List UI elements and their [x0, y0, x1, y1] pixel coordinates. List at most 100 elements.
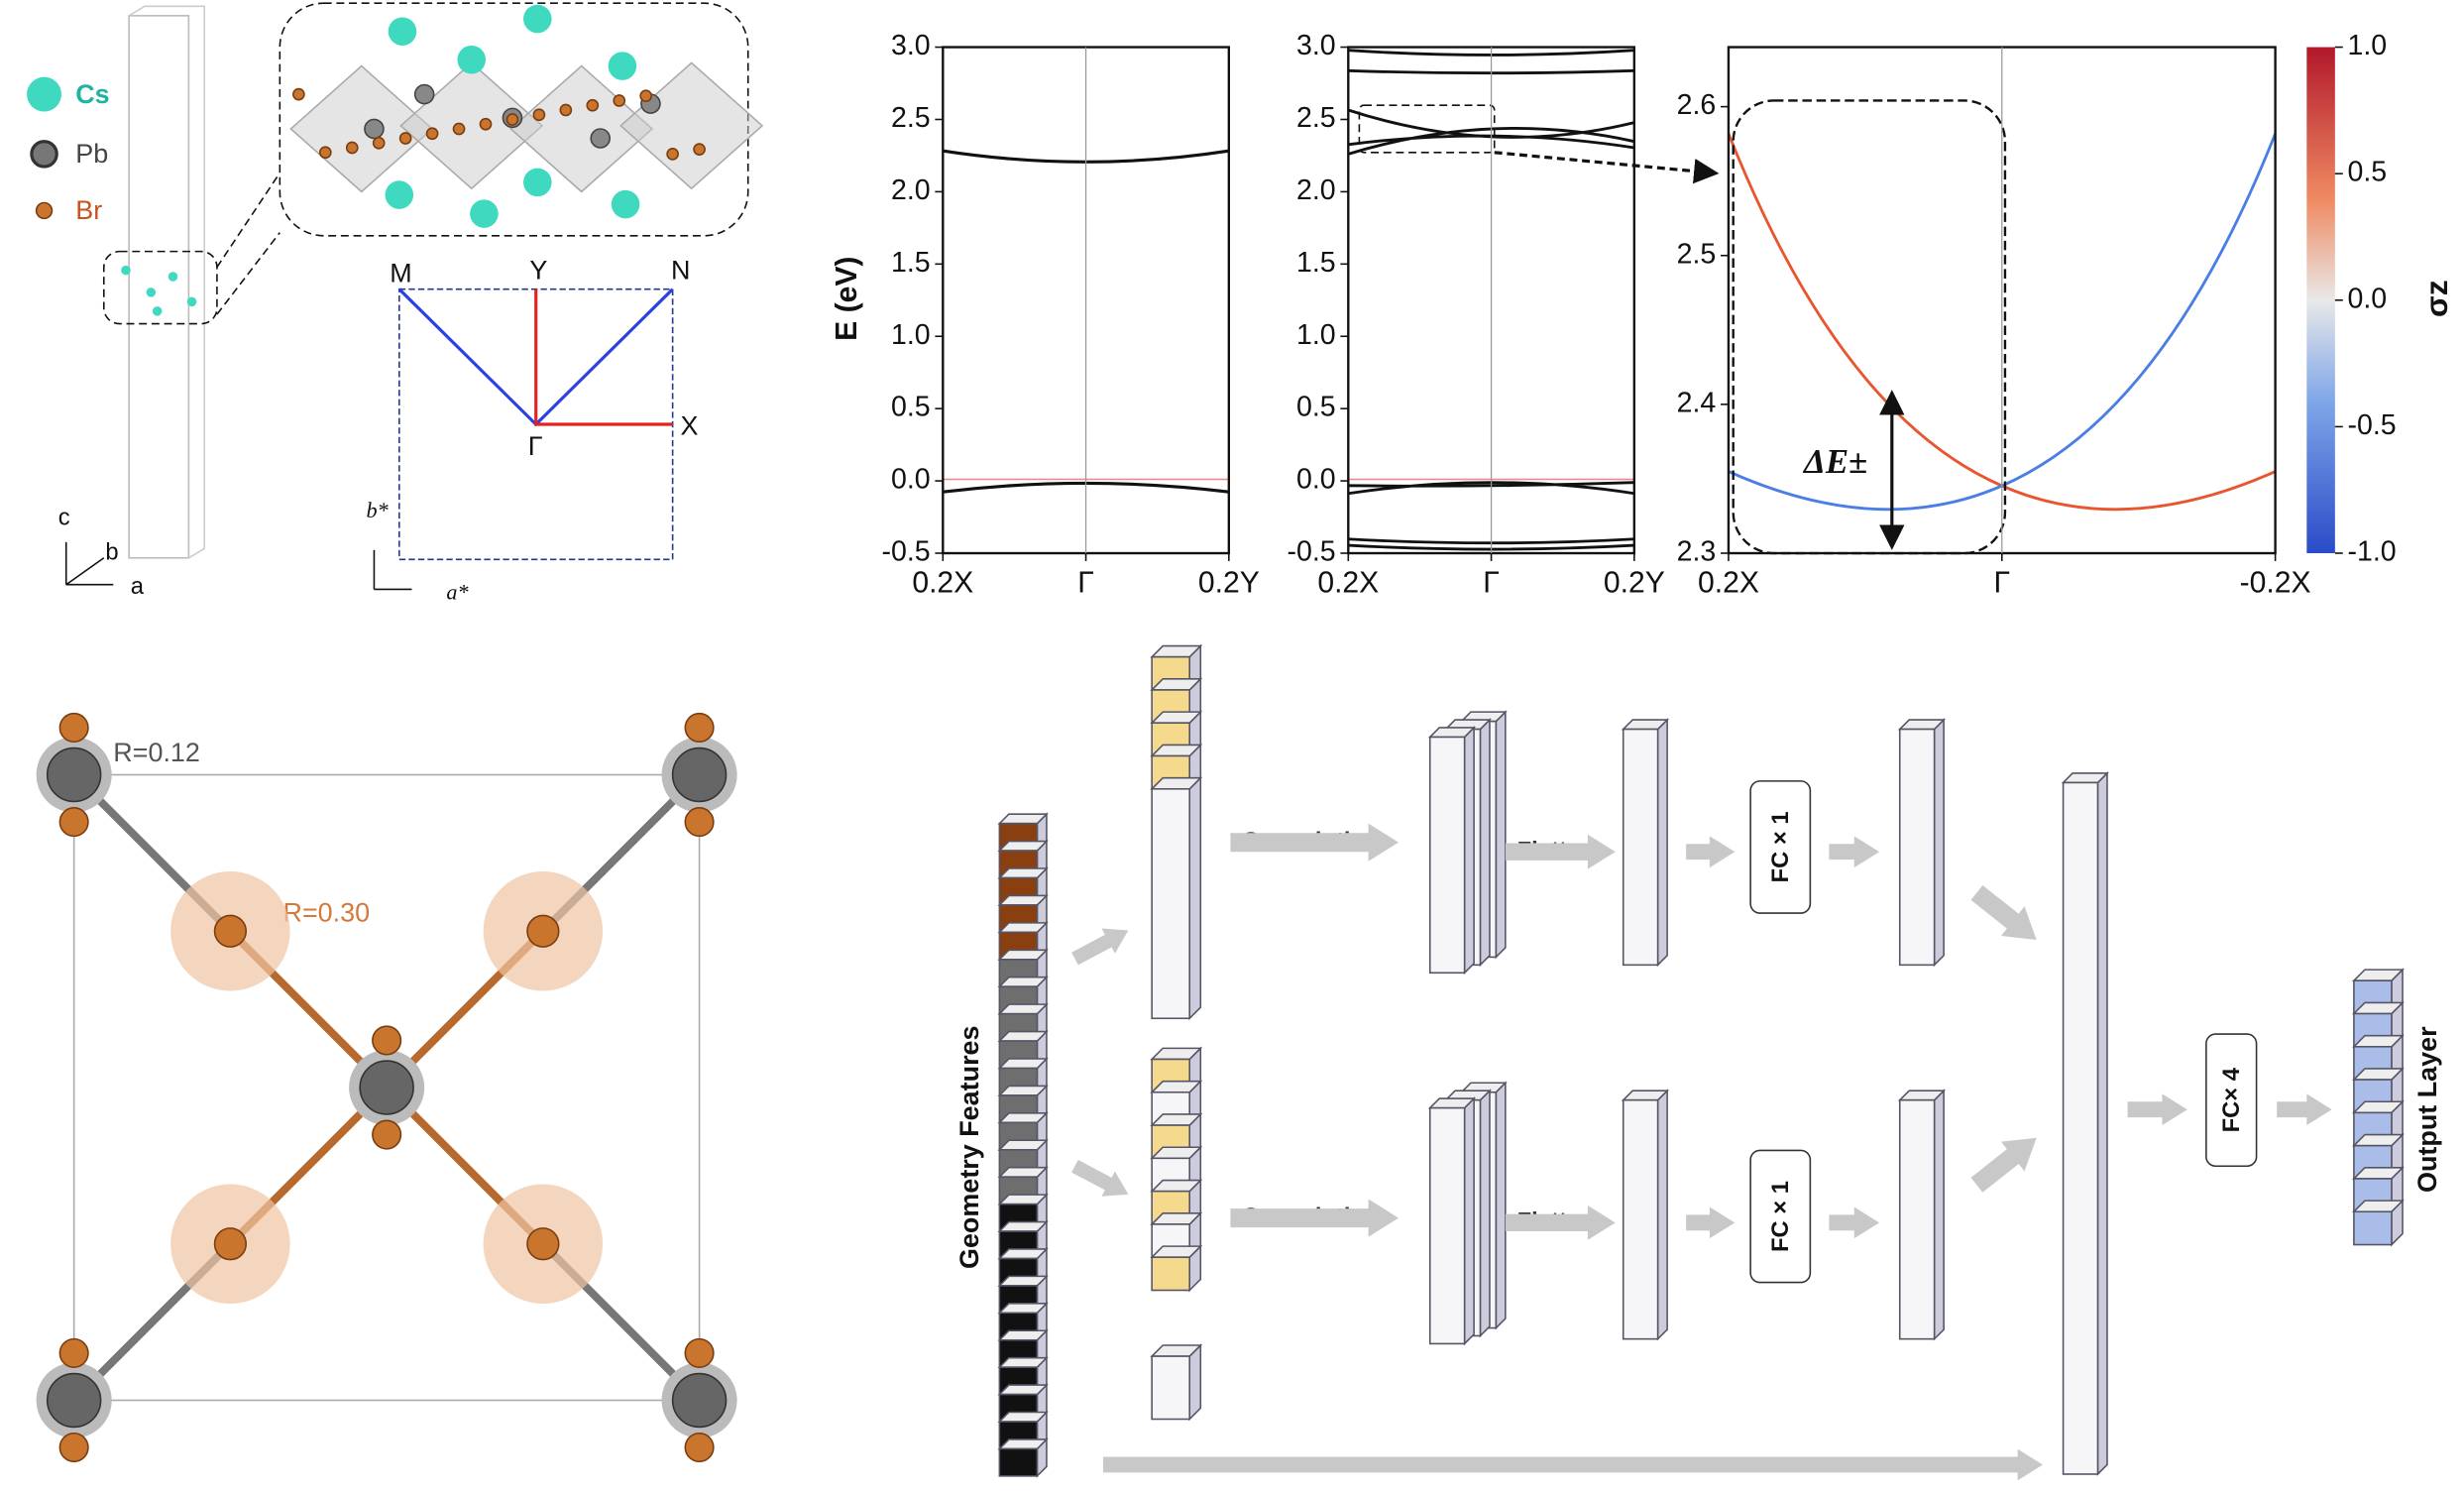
block-top [997, 1438, 1049, 1450]
y-tick-label: 1.0 [1296, 319, 1336, 351]
br-atom [666, 148, 679, 161]
bz-n: N [671, 255, 690, 285]
x-tick-label: Γ [1483, 567, 1500, 600]
band-plots: E (eV) ΔE± σz [831, 47, 2454, 555]
x-tick-label: 0.2X [912, 567, 973, 600]
y-tick-label: 2.5 [1296, 102, 1336, 134]
y-tick-label: 0.5 [891, 392, 931, 423]
br-atom [639, 89, 653, 103]
arrow-shape [2127, 1093, 2187, 1126]
y-tick-label: 0.0 [891, 464, 931, 496]
block [1428, 1106, 1466, 1345]
br-atom [452, 122, 466, 136]
fc-label: FC × 1 [1767, 1181, 1794, 1252]
br-atom [213, 1227, 248, 1261]
zoom-region [1732, 99, 2007, 555]
br-atom [372, 136, 386, 150]
block-top [997, 922, 1049, 934]
arrow [2277, 1093, 2332, 1126]
octahedron [619, 61, 764, 190]
fc-box [2205, 1033, 2258, 1168]
fc-box [1749, 1149, 1812, 1284]
bz-m: M [390, 259, 411, 288]
x-tick-label: -0.2X [2240, 567, 2311, 600]
y-tick-label: 1.0 [891, 319, 931, 351]
block-side [1495, 1081, 1507, 1330]
y-label: E (eV) [831, 257, 863, 341]
arrow [1686, 836, 1736, 868]
x-tick-label: 0.2Y [1604, 567, 1665, 600]
x-tick-label: 0.2X [1317, 567, 1379, 600]
lattice-cell [72, 773, 701, 1402]
block-side [1463, 726, 1475, 976]
cs-atom [608, 52, 637, 80]
y-tick-label: 2.5 [891, 102, 931, 134]
spin-down-band [1728, 133, 2277, 512]
output-label: Output Layer [2412, 1026, 2442, 1193]
block-side [1463, 1096, 1475, 1346]
block-side [1479, 718, 1491, 968]
block-side [1188, 1343, 1202, 1422]
br-atom [559, 103, 573, 117]
colorbar-tick-label: 1.0 [2348, 30, 2388, 61]
arrow [1071, 928, 1129, 966]
y-tick-label: 0.0 [1296, 464, 1336, 496]
cs-atom [385, 180, 414, 209]
y-tick-label: 2.3 [1677, 536, 1717, 568]
cs-atom [611, 189, 640, 219]
pb-icon [30, 140, 58, 169]
spin-up-band [1727, 133, 2277, 512]
y-tick-label: 2.0 [1296, 174, 1336, 206]
arrow [1505, 834, 1616, 869]
arrow [1970, 884, 2037, 940]
bz-y: Y [529, 255, 547, 285]
block-top [997, 1030, 1049, 1042]
block [1151, 788, 1190, 1020]
cs-atom [121, 265, 131, 276]
block [1898, 728, 1936, 967]
axis-c: c [58, 504, 70, 530]
block-side [1656, 1089, 1668, 1341]
network: Geometry Features Convolution Convolutio… [954, 643, 2442, 1481]
zoom-arrow [1494, 151, 1720, 184]
zoom-lines [216, 172, 280, 315]
arrow-shape [1505, 834, 1616, 869]
bz-x: X [681, 410, 699, 440]
legend-pb: Pb [75, 139, 108, 169]
cs-atom [457, 45, 486, 74]
y-tick-label: 3.0 [891, 30, 931, 61]
x-tick-label: 0.2X [1698, 567, 1759, 600]
y-tick-label: 2.5 [1677, 238, 1717, 270]
block-top [997, 894, 1049, 906]
br-atom [532, 108, 546, 122]
arrow [1829, 836, 1880, 868]
axis-bstar: b* [367, 498, 390, 522]
label-r012: R=0.12 [113, 738, 200, 767]
block-top [997, 1356, 1049, 1368]
cs-atom [186, 296, 197, 307]
cs-atom [168, 272, 178, 282]
arrow [2127, 1093, 2187, 1126]
br-atom [526, 1227, 560, 1261]
block-top [997, 1058, 1049, 1070]
br-atom [684, 1432, 715, 1463]
block-top [997, 1003, 1049, 1015]
label-r030: R=0.30 [283, 898, 371, 928]
block-top [997, 1139, 1049, 1151]
block-top [997, 1194, 1049, 1206]
br-atom [613, 94, 626, 107]
arrow-shape [1103, 1448, 2043, 1481]
arrow [1829, 1206, 1880, 1239]
fc-label: FC × 1 [1767, 811, 1794, 882]
block-top [997, 1112, 1049, 1124]
arrow-shape [1970, 884, 2037, 940]
bz-gamma: Γ [528, 431, 543, 461]
band-curve [1348, 481, 1635, 551]
arrow-shape [1829, 836, 1880, 868]
br-atom [398, 132, 412, 145]
axis-a: a [131, 573, 145, 600]
block [1622, 728, 1659, 967]
block [1151, 1355, 1190, 1421]
pb-atom [46, 1372, 102, 1429]
